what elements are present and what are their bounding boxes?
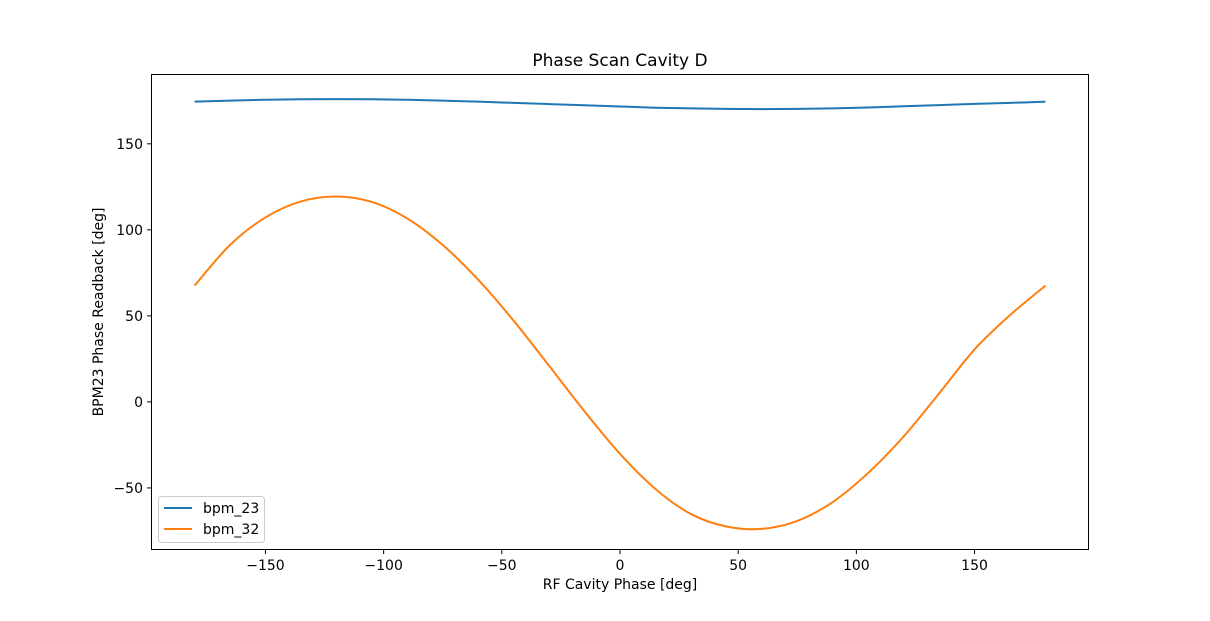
y-tick-label: 50 [125,309,143,325]
y-tick-label: 0 [134,395,143,411]
legend-label-bpm-23: bpm_23 [203,501,259,517]
x-tick-label: −50 [487,558,517,574]
legend: bpm_23 bpm_32 [158,496,265,543]
y-axis-label: BPM23 Phase Readback [deg] [91,208,107,417]
x-tick-label: 100 [843,558,870,574]
x-tick-label: −150 [246,558,284,574]
series-line-bpm-32 [193,195,1047,531]
x-axis-ticks: −150 −100 −50 0 50 100 150 [246,549,988,574]
chart-title: Phase Scan Cavity D [532,51,707,71]
x-tick-label: 0 [616,558,625,574]
y-tick-label: −50 [113,481,143,497]
x-tick-label: 150 [961,558,988,574]
plot-lines [193,98,1047,531]
plot-frame [151,74,1089,550]
x-tick-label: 50 [729,558,747,574]
legend-label-bpm-32: bpm_32 [203,522,259,538]
series-line-bpm-23 [194,98,1046,111]
y-tick-label: 150 [116,137,143,153]
y-axis-ticks: −50 0 50 100 150 [113,137,152,497]
x-tick-label: −100 [364,558,402,574]
x-axis-label: RF Cavity Phase [deg] [543,577,698,593]
y-tick-label: 100 [116,223,143,239]
